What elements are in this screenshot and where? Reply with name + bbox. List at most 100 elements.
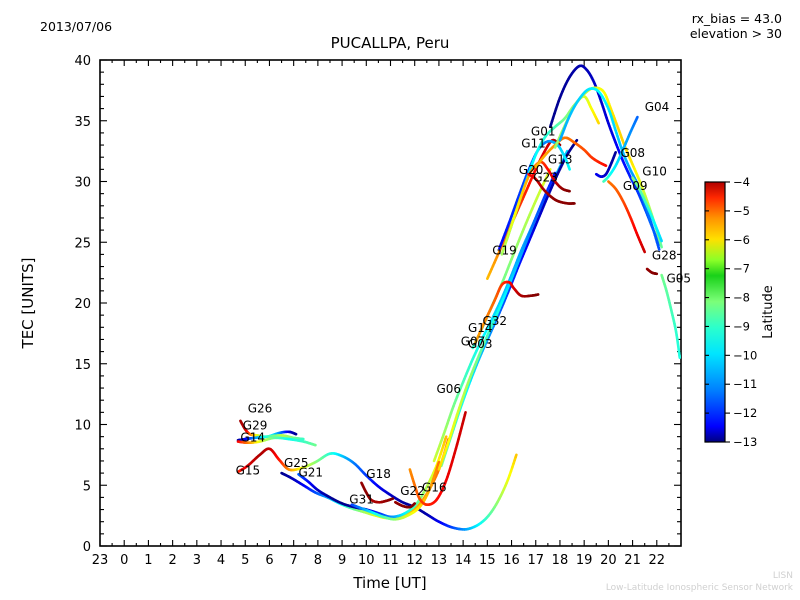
satellite-label-g08: G08 (621, 146, 646, 160)
colorbar-tick-label: −13 (733, 435, 757, 449)
colorbar-tick-label: −11 (733, 377, 757, 391)
track-segment (514, 453, 518, 459)
x-tick-label: 1 (144, 553, 152, 568)
track-segment (565, 149, 569, 154)
satellite-label-g18: G18 (366, 467, 391, 481)
satellite-label-g25: G25 (284, 456, 309, 470)
satellite-label-g04: G04 (645, 100, 670, 114)
satellite-label-g31: G31 (349, 493, 374, 507)
rx-bias-label: rx_bias = 43.0 (692, 11, 782, 26)
colorbar-tick-label: −5 (733, 204, 750, 218)
x-tick-label: 12 (406, 553, 423, 568)
x-tick-label: 23 (92, 553, 109, 568)
colorbar-tick-label: −4 (733, 175, 750, 189)
colorbar-frame (704, 181, 726, 443)
colorbar-tick-label: −12 (733, 406, 757, 420)
satellite-label-g15: G15 (236, 463, 261, 477)
satellite-label-g19: G19 (492, 243, 517, 257)
y-tick-label: 25 (74, 236, 91, 251)
x-tick-label: 21 (624, 553, 641, 568)
x-tick-label: 19 (576, 553, 593, 568)
colorbar-title: Latitude (761, 285, 776, 339)
x-tick-label: 11 (382, 553, 399, 568)
colorbar-ticks (705, 181, 730, 443)
track-segment (657, 246, 661, 251)
track-segment (659, 243, 663, 249)
y-tick-label: 5 (83, 479, 91, 494)
track-segment (436, 460, 441, 466)
satellite-tracks (236, 64, 681, 531)
satellite-label-g23: G23 (533, 171, 558, 185)
x-tick-label: 4 (217, 553, 225, 568)
y-axis-ticks (100, 59, 681, 547)
satellite-label-g32: G32 (483, 314, 508, 328)
x-tick-label: 14 (455, 553, 472, 568)
date-label: 2013/07/06 (40, 19, 112, 34)
colorbar-tick-label: −8 (733, 291, 750, 305)
track-segment (596, 120, 600, 125)
x-tick-label: 2 (168, 553, 176, 568)
colorbar-tick-labels: −4 −5 −6 −7 −8 −9 −10 −11 −12 −13 (733, 175, 757, 449)
satellite-label-g13: G13 (548, 152, 573, 166)
y-tick-label: 15 (74, 358, 91, 373)
y-axis-title: TEC [UNITS] (19, 258, 37, 350)
satellite-label-g29: G29 (243, 418, 268, 432)
x-tick-label: 3 (193, 553, 201, 568)
x-tick-label: 20 (600, 553, 617, 568)
x-axis-title: Time [UT] (352, 574, 426, 592)
satellite-label-g21: G21 (299, 466, 324, 480)
x-tick-label: 0 (120, 553, 128, 568)
satellite-label-g01: G01 (531, 124, 556, 138)
track-segment (553, 171, 557, 176)
satellite-label-g05: G05 (667, 271, 692, 285)
y-axis-tick-labels: 0 5 10 15 20 25 30 35 40 (74, 54, 91, 555)
x-tick-label: 10 (358, 553, 375, 568)
x-axis-tick-labels: 23 0 1 2 3 4 5 6 7 8 9 10 11 12 13 14 15 16 17 18 19 20 21 22 (92, 553, 665, 568)
x-axis-ticks (99, 60, 670, 546)
satellite-label-g07: G07 (461, 335, 486, 349)
x-tick-label: 18 (552, 553, 569, 568)
track-segment (642, 249, 646, 254)
satellite-label-g10: G10 (642, 164, 667, 178)
satellite-label-g20: G20 (519, 163, 544, 177)
x-tick-label: 6 (265, 553, 273, 568)
colorbar-gradient (705, 182, 725, 442)
y-tick-label: 10 (74, 419, 91, 434)
colorbar-tick-label: −6 (733, 233, 750, 247)
y-tick-label: 35 (74, 115, 91, 130)
y-tick-label: 20 (74, 297, 91, 312)
satellite-label-g03: G03 (468, 337, 493, 351)
satellite-label-g26: G26 (248, 401, 273, 415)
x-tick-label: 5 (241, 553, 249, 568)
x-tick-label: 17 (527, 553, 544, 568)
colorbar-tick-label: −10 (733, 348, 757, 362)
satellite-label-g09: G09 (623, 179, 648, 193)
satellite-label-g28: G28 (652, 248, 677, 262)
satellite-label-g14: G14 (240, 431, 265, 445)
track-segment (659, 238, 663, 243)
x-tick-label: 15 (479, 553, 496, 568)
satellite-label-g14b: G14 (468, 321, 493, 335)
org-short-label: LISN (773, 571, 793, 581)
satellite-label-g06: G06 (437, 382, 462, 396)
x-tick-label: 13 (431, 553, 448, 568)
y-tick-label: 30 (74, 176, 91, 191)
y-tick-label: 40 (74, 54, 91, 69)
track-segment (444, 435, 448, 441)
x-tick-label: 7 (290, 553, 298, 568)
elevation-label: elevation > 30 (690, 26, 782, 41)
satellite-label-g11: G11 (521, 137, 546, 151)
satellite-label-g16: G16 (422, 480, 447, 494)
satellite-track-labels: G26G29G14G15G25G21G31G18G22G16G06G03G07G… (236, 100, 691, 507)
y-tick-label: 0 (83, 540, 91, 555)
org-long-label: Low-Latitude Ionospheric Sensor Network (606, 583, 794, 593)
x-tick-label: 16 (503, 553, 520, 568)
x-tick-label: 9 (338, 553, 346, 568)
x-tick-label: 8 (314, 553, 322, 568)
track-segment (463, 411, 467, 417)
colorbar-tick-label: −9 (733, 319, 750, 333)
track-segment (574, 138, 579, 143)
satellite-label-g22: G22 (400, 484, 425, 498)
x-tick-label: 22 (649, 553, 666, 568)
